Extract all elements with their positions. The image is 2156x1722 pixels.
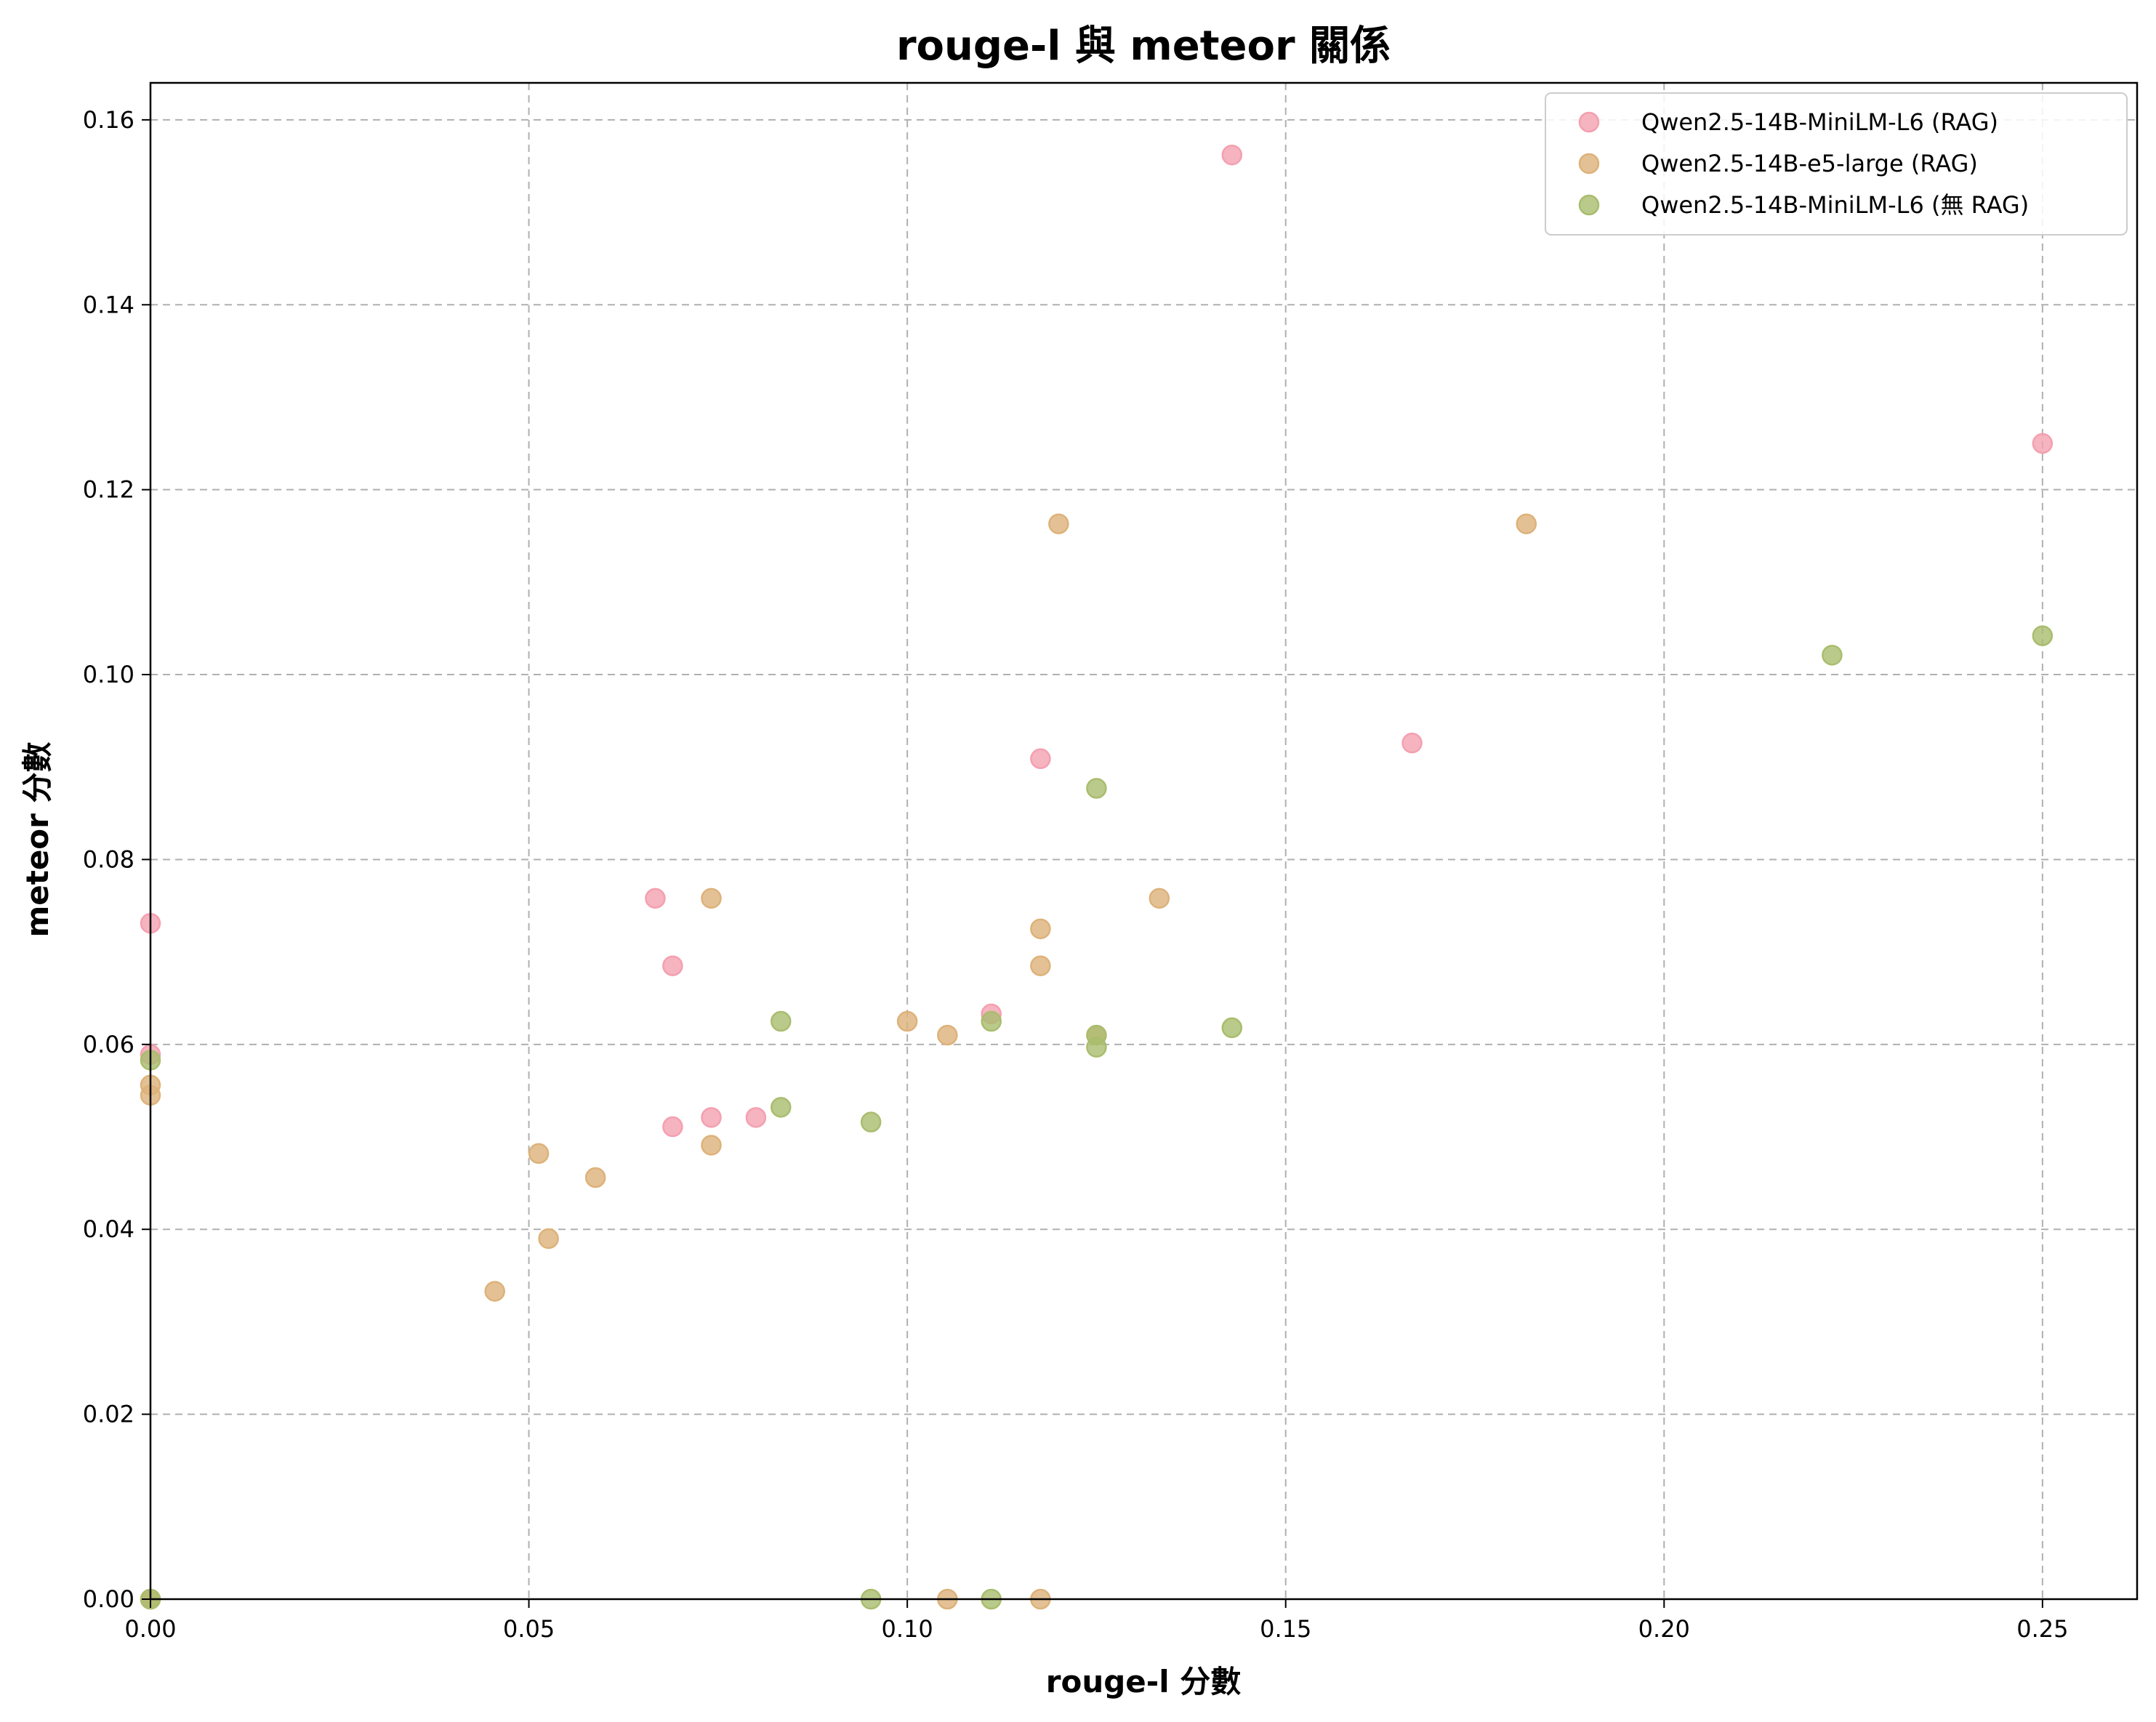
x-tick-label: 0.05 [503, 1615, 555, 1643]
series-1-points [140, 144, 2054, 1610]
data-point [584, 1167, 606, 1188]
series-2-points [140, 513, 1537, 1610]
x-tick-label: 0.00 [124, 1615, 176, 1643]
data-point [662, 955, 683, 976]
legend-label: Qwen2.5-14B-e5-large (RAG) [1641, 150, 1978, 177]
data-point [701, 1135, 722, 1156]
y-tick-label: 0.14 [83, 291, 134, 318]
data-point [1030, 748, 1051, 770]
y-tick-label: 0.08 [83, 845, 134, 873]
data-point [2032, 432, 2054, 454]
y-tick-label: 0.16 [83, 106, 134, 134]
y-tick-label: 0.04 [83, 1215, 134, 1243]
data-point [771, 1097, 792, 1118]
x-tick-label: 0.10 [882, 1615, 933, 1643]
data-point [645, 888, 666, 909]
x-tick-label: 0.20 [1638, 1615, 1690, 1643]
y-tick-label: 0.06 [83, 1031, 134, 1058]
data-point [2032, 625, 2054, 646]
data-point [1086, 1037, 1107, 1058]
data-point [1048, 513, 1069, 534]
data-points [140, 144, 2054, 1610]
data-point [1822, 645, 1843, 666]
data-point [860, 1111, 882, 1132]
data-point [662, 1116, 683, 1138]
data-point [538, 1228, 559, 1250]
data-point [1149, 888, 1170, 909]
legend-marker [1578, 194, 1600, 216]
data-point [981, 1010, 1002, 1032]
data-point [1221, 144, 1243, 166]
legend-box [1545, 92, 2128, 236]
data-point [701, 1107, 722, 1128]
data-point [701, 888, 722, 909]
data-point [1030, 955, 1051, 976]
legend-label: Qwen2.5-14B-MiniLM-L6 (無 RAG) [1641, 191, 2029, 219]
data-point [937, 1024, 958, 1046]
x-tick-label: 0.15 [1260, 1615, 1311, 1643]
y-tick-label: 0.02 [83, 1401, 134, 1428]
y-axis-label: meteor 分數 [20, 741, 55, 937]
data-point [1030, 918, 1051, 940]
y-tick-label: 0.10 [83, 661, 134, 688]
plot-frame [149, 81, 2139, 1601]
series-3-points [140, 625, 2054, 1610]
data-point [1401, 732, 1423, 754]
legend: Qwen2.5-14B-MiniLM-L6 (RAG) Qwen2.5-14B-e… [1545, 92, 2128, 236]
y-tick-label: 0.00 [83, 1585, 134, 1613]
axis-ticks: 0.00 0.05 0.10 0.15 0.20 0.25 0.00 0.02 0.04 0.06… [83, 106, 2069, 1643]
data-point [896, 1010, 918, 1032]
data-point [484, 1281, 505, 1302]
chart-title: rouge-l 與 meteor 關係 [896, 23, 1391, 70]
data-point [1086, 778, 1107, 799]
legend-marker [1578, 153, 1600, 174]
legend-marker [1578, 111, 1600, 133]
data-point [528, 1143, 550, 1164]
data-point [1221, 1017, 1243, 1039]
grid-lines [150, 83, 2137, 1600]
x-tick-label: 0.25 [2016, 1615, 2068, 1643]
data-point [745, 1107, 767, 1128]
x-axis-label: rouge-l 分數 [1046, 1664, 1241, 1699]
y-tick-label: 0.12 [83, 476, 134, 504]
data-point [1516, 513, 1537, 534]
legend-label: Qwen2.5-14B-MiniLM-L6 (RAG) [1641, 108, 1998, 136]
data-point [771, 1010, 792, 1032]
